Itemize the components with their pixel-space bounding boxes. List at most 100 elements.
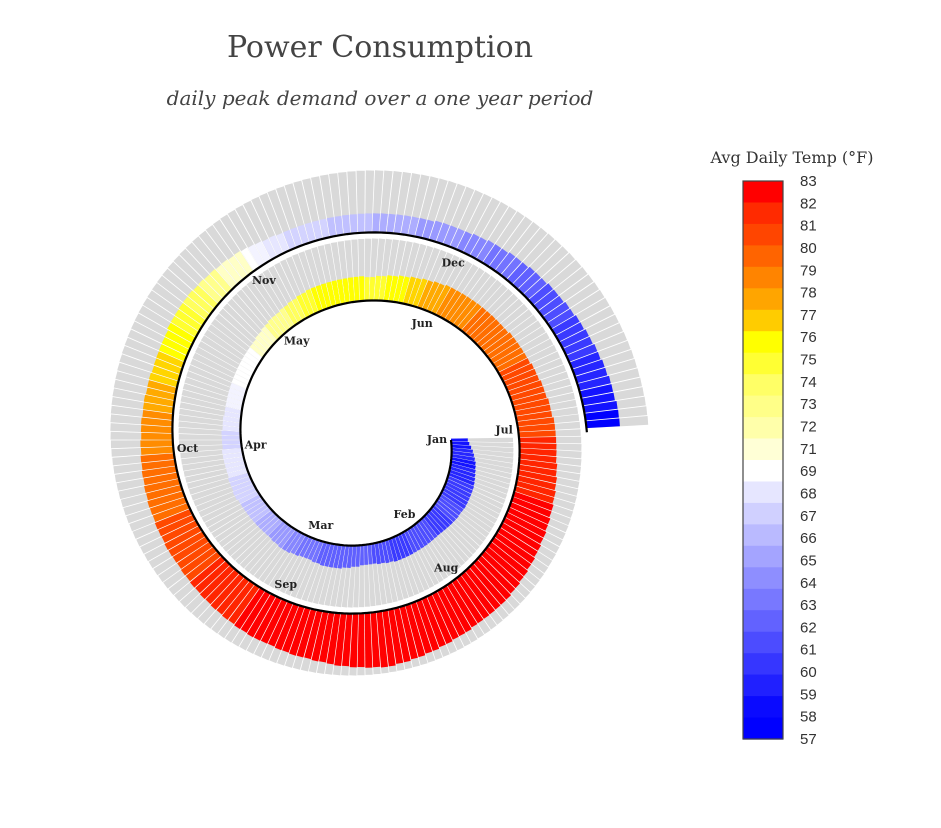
colorbar-swatch <box>743 417 783 440</box>
demand-bar <box>320 283 332 309</box>
colorbar-swatch <box>743 524 783 547</box>
colorbar-tick-label: 77 <box>800 307 817 324</box>
colorbar-tick-label: 66 <box>800 530 817 547</box>
demand-bar <box>577 375 611 391</box>
demand-bar <box>258 331 274 347</box>
demand-bar <box>511 392 547 406</box>
demand-bar <box>422 281 440 311</box>
demand-bar <box>237 364 254 377</box>
demand-bar <box>415 217 427 239</box>
demand-bar <box>533 289 559 311</box>
demand-bar <box>241 355 258 369</box>
demand-bar <box>551 315 580 336</box>
demand-bar <box>386 213 396 234</box>
colorbar-tick-label: 79 <box>800 262 817 279</box>
demand-bar <box>448 472 475 486</box>
demand-bar <box>334 613 347 666</box>
demand-bar <box>417 280 434 309</box>
demand-bar <box>364 277 370 301</box>
demand-bar <box>153 358 183 375</box>
demand-bar <box>178 302 207 326</box>
demand-bar <box>434 502 456 522</box>
demand-bar <box>473 559 512 600</box>
demand-bar <box>440 490 467 509</box>
demand-bar <box>224 411 242 419</box>
colorbar-swatch <box>743 181 783 204</box>
demand-bar <box>442 487 468 506</box>
demand-bar <box>547 308 575 329</box>
demand-bar <box>512 491 554 511</box>
demand-bar <box>222 452 244 460</box>
demand-bar <box>243 497 264 512</box>
demand-bar <box>238 490 260 504</box>
demand-bar <box>161 520 199 543</box>
colorbar-tick-label: 61 <box>800 642 817 659</box>
demand-bar <box>528 283 553 306</box>
colorbar-swatch <box>743 696 783 719</box>
demand-bar <box>446 582 478 628</box>
demand-bar <box>342 214 351 235</box>
demand-bar <box>407 277 422 306</box>
demand-bar <box>193 285 219 309</box>
demand-bar <box>425 512 444 534</box>
demand-bar <box>443 484 470 502</box>
colorbar-tick-label: 82 <box>800 195 817 212</box>
demand-bar <box>222 425 241 432</box>
demand-bar <box>274 603 299 651</box>
colorbar-tick-label: 58 <box>800 709 817 726</box>
month-label: May <box>284 335 310 348</box>
demand-bar <box>388 275 399 302</box>
demand-bar <box>378 275 387 301</box>
colorbar-tick-label: 75 <box>800 352 817 369</box>
demand-bar <box>405 603 426 658</box>
demand-bar <box>297 224 309 245</box>
demand-bar <box>151 365 181 381</box>
demand-bar <box>517 470 557 484</box>
demand-bar <box>145 387 176 401</box>
demand-bar <box>331 280 341 306</box>
demand-bar <box>150 497 188 515</box>
colorbar-tick-label: 72 <box>800 419 817 436</box>
demand-bar <box>437 496 461 516</box>
demand-bar <box>240 590 271 633</box>
demand-bar <box>575 367 608 384</box>
demand-bar <box>460 571 495 615</box>
demand-bar <box>494 532 535 564</box>
demand-bar <box>289 607 311 656</box>
demand-bar <box>225 401 243 411</box>
demand-bar <box>144 478 181 493</box>
demand-bar <box>247 347 263 362</box>
colorbar-swatch <box>743 245 783 268</box>
background-tracks <box>110 170 649 676</box>
demand-bar <box>333 544 342 569</box>
demand-bar <box>518 459 558 470</box>
demand-bar <box>519 448 557 457</box>
demand-bar <box>569 351 601 369</box>
colorbar-swatch <box>743 202 783 225</box>
demand-bar <box>450 463 476 474</box>
demand-bar <box>498 358 530 377</box>
demand-bar <box>271 315 288 334</box>
demand-bar <box>235 369 252 381</box>
demand-bar <box>451 438 468 442</box>
demand-bar <box>292 298 306 321</box>
colorbar-tick-label: 78 <box>800 285 817 302</box>
colorbar-swatch <box>743 567 783 590</box>
demand-bar <box>501 257 522 280</box>
demand-bar <box>394 607 411 663</box>
demand-bar <box>324 543 335 567</box>
demand-bar <box>294 535 310 557</box>
demand-bar <box>518 464 557 477</box>
demand-bar <box>476 240 495 263</box>
demand-bar <box>420 517 438 539</box>
demand-bar <box>543 301 570 323</box>
demand-bar <box>451 454 475 462</box>
demand-bar <box>444 293 467 322</box>
demand-bar <box>492 347 524 368</box>
demand-bar <box>566 344 598 362</box>
demand-bar <box>512 266 535 290</box>
demand-bar <box>140 440 173 448</box>
demand-bar <box>503 368 537 387</box>
demand-bar <box>328 544 339 568</box>
demand-bar <box>429 507 451 528</box>
